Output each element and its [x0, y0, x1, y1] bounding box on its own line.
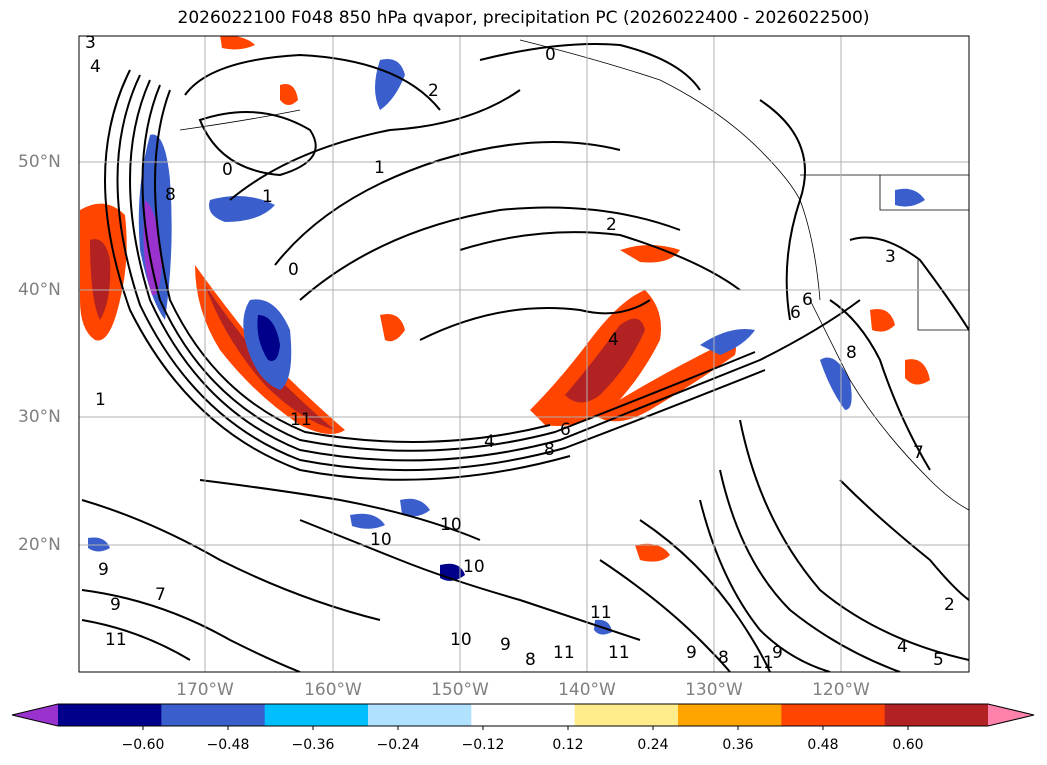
contour-label: 8: [718, 648, 729, 668]
contour-label: 8: [165, 185, 176, 205]
colorbar-segment: [58, 704, 162, 726]
colorbar-segment: [368, 704, 472, 726]
contour-label: 6: [790, 303, 801, 323]
colorbar-segment: [781, 704, 886, 726]
lat-label-30n: 30°N: [18, 407, 61, 427]
contour-label: 8: [846, 343, 857, 363]
contour-label: 2: [428, 81, 439, 101]
contour-label: 11: [290, 410, 312, 430]
lon-label-170w: 170°W: [176, 680, 234, 700]
colorbar-tick-label: 0.48: [807, 737, 839, 753]
colorbar-segment: [574, 704, 679, 726]
contour-label: 11: [608, 643, 630, 663]
gridlines: [79, 36, 969, 672]
contour-label: 9: [772, 643, 783, 663]
contour-label: 4: [897, 637, 908, 657]
lon-label-140w: 140°W: [558, 680, 616, 700]
contour-label: 4: [484, 432, 495, 452]
colorbar: [11, 703, 1035, 730]
contour-label: 11: [105, 630, 127, 650]
contour-label: 3: [885, 247, 896, 267]
contour-label: 0: [288, 260, 299, 280]
contour-label: 7: [913, 443, 924, 463]
colorbar-segment: [884, 704, 989, 726]
contour-label: 10: [440, 515, 462, 535]
contour-label: 8: [525, 650, 536, 670]
contour-label: 6: [802, 290, 813, 310]
contour-label: 4: [608, 330, 619, 350]
contour-label: 5: [933, 650, 944, 670]
contour-label: 4: [90, 57, 101, 77]
colorbar-segment: [471, 704, 576, 726]
colorbar-tick-label: 0.24: [637, 737, 669, 753]
contour-label: 0: [545, 45, 556, 65]
colorbar-tick-label: −0.36: [291, 737, 335, 753]
contour-label: 9: [500, 635, 511, 655]
contour-label: 11: [590, 603, 612, 623]
contour-label: 2: [944, 595, 955, 615]
contour-label: 10: [463, 557, 485, 577]
lat-label-20n: 20°N: [18, 535, 61, 555]
contour-label: 2: [606, 215, 617, 235]
anomaly-shading: [80, 36, 930, 635]
colorbar-tick-label: 0.36: [722, 737, 754, 753]
colorbar-tick-label: −0.12: [461, 737, 505, 753]
contour-label: 6: [560, 420, 571, 440]
contour-label: 0: [222, 160, 233, 180]
lon-label-160w: 160°W: [304, 680, 362, 700]
lon-label-120w: 120°W: [812, 680, 870, 700]
coastlines: [179, 39, 969, 511]
colorbar-segment: [678, 704, 782, 726]
colorbar-segment: [12, 704, 58, 726]
contour-label: 11: [752, 653, 774, 673]
colorbar-tick-label: −0.48: [206, 737, 250, 753]
contour-label: 7: [155, 585, 166, 605]
qvapor-contours: [81, 43, 969, 672]
colorbar-tick-label: 0.60: [892, 737, 924, 753]
map-title: 2026022100 F048 850 hPa qvapor, precipit…: [177, 8, 870, 28]
contour-label: 10: [450, 630, 472, 650]
colorbar-outline: [11, 703, 1035, 727]
contour-label: 9: [110, 595, 121, 615]
contour-label: 9: [98, 560, 109, 580]
contour-label: 10: [370, 530, 392, 550]
contour-label: 1: [374, 158, 385, 178]
contour-label: 1: [262, 187, 273, 207]
lon-label-150w: 150°W: [431, 680, 489, 700]
lat-label-40n: 40°N: [18, 280, 61, 300]
map-background: [79, 36, 969, 672]
colorbar-segment: [988, 704, 1034, 726]
contour-label: 1: [95, 390, 106, 410]
map-frame: [78, 35, 970, 673]
contour-label: 9: [686, 643, 697, 663]
colorbar-segment: [264, 704, 369, 726]
colorbar-segment: [161, 704, 266, 726]
colorbar-tick-label: 0.12: [552, 737, 584, 753]
colorbar-tick-label: −0.60: [121, 737, 165, 753]
contour-label: 3: [85, 33, 96, 53]
contour-label: 11: [553, 643, 575, 663]
contour-label: 8: [544, 440, 555, 460]
colorbar-tick-label: −0.24: [376, 737, 420, 753]
lon-label-130w: 130°W: [685, 680, 743, 700]
lat-label-50n: 50°N: [18, 152, 61, 172]
